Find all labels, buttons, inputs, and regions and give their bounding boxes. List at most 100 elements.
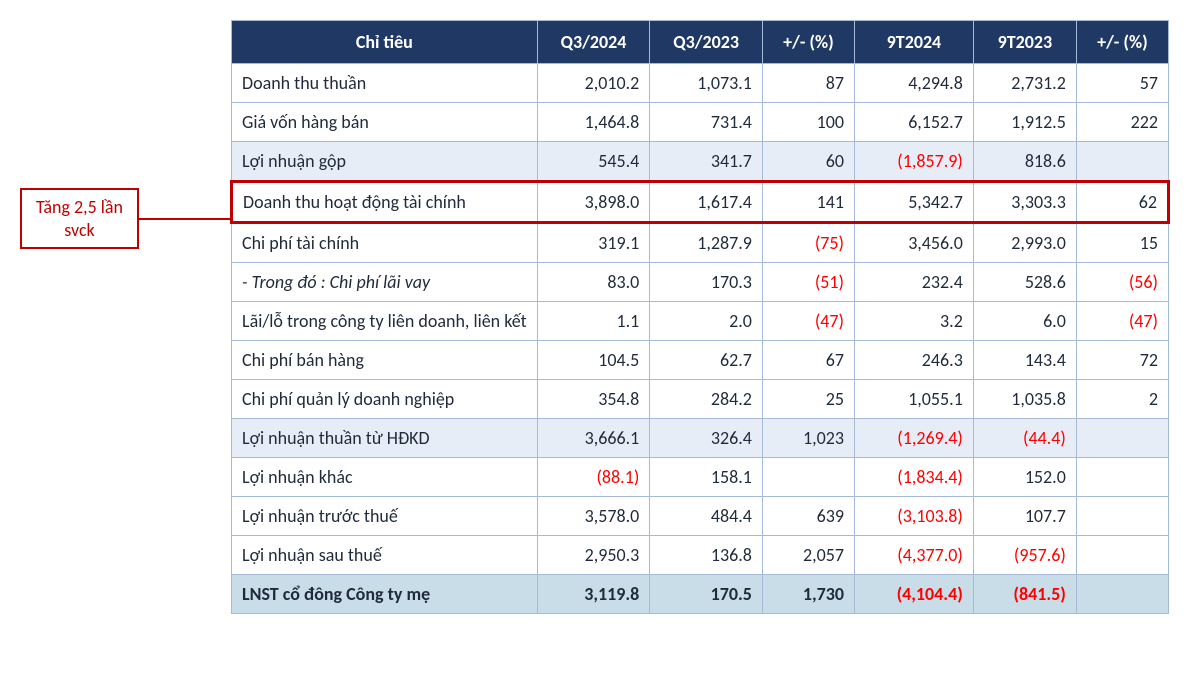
cell-value: 1,464.8 — [537, 103, 650, 142]
cell-value: 152.0 — [973, 458, 1076, 497]
header-pct-q: +/- (%) — [762, 21, 854, 64]
cell-value — [1076, 419, 1168, 458]
table-row: Lãi/lỗ trong công ty liên doanh, liên kế… — [232, 302, 1169, 341]
callout-container: Tăng 2,5 lần svck — [20, 188, 230, 249]
table-row: Doanh thu thuần2,010.21,073.1874,294.82,… — [232, 64, 1169, 103]
cell-value: 284.2 — [650, 380, 763, 419]
cell-label: Giá vốn hàng bán — [232, 103, 538, 142]
cell-value: (44.4) — [973, 419, 1076, 458]
cell-value: (56) — [1076, 263, 1168, 302]
cell-value: 2,950.3 — [537, 536, 650, 575]
cell-label: Lợi nhuận khác — [232, 458, 538, 497]
cell-value: 104.5 — [537, 341, 650, 380]
cell-value: (51) — [762, 263, 854, 302]
header-q3-2023: Q3/2023 — [650, 21, 763, 64]
cell-label: Lãi/lỗ trong công ty liên doanh, liên kế… — [232, 302, 538, 341]
cell-value: 319.1 — [537, 223, 650, 263]
cell-value — [1076, 575, 1168, 614]
cell-label: Chi phí quản lý doanh nghiệp — [232, 380, 538, 419]
cell-value: 1,023 — [762, 419, 854, 458]
cell-label: Lợi nhuận sau thuế — [232, 536, 538, 575]
cell-value: 62 — [1076, 182, 1168, 223]
header-q3-2024: Q3/2024 — [537, 21, 650, 64]
cell-value: 2,993.0 — [973, 223, 1076, 263]
cell-value: 3,119.8 — [537, 575, 650, 614]
cell-value: 1,730 — [762, 575, 854, 614]
cell-value: 484.4 — [650, 497, 763, 536]
table-body: Doanh thu thuần2,010.21,073.1874,294.82,… — [232, 64, 1169, 614]
cell-value: 3,303.3 — [973, 182, 1076, 223]
cell-value — [1076, 142, 1168, 182]
cell-label: Lợi nhuận trước thuế — [232, 497, 538, 536]
cell-value: (841.5) — [973, 575, 1076, 614]
cell-value: 4,294.8 — [855, 64, 974, 103]
cell-value: 87 — [762, 64, 854, 103]
cell-label: - Trong đó : Chi phí lãi vay — [232, 263, 538, 302]
table-row: Lợi nhuận trước thuế3,578.0484.4639(3,10… — [232, 497, 1169, 536]
cell-value: 62.7 — [650, 341, 763, 380]
cell-value: 158.1 — [650, 458, 763, 497]
callout-connector — [139, 218, 230, 220]
table-row: Doanh thu hoạt động tài chính3,898.01,61… — [232, 182, 1169, 223]
cell-value: 2 — [1076, 380, 1168, 419]
cell-value: 72 — [1076, 341, 1168, 380]
cell-value: 83.0 — [537, 263, 650, 302]
table-row: Chi phí quản lý doanh nghiệp354.8284.225… — [232, 380, 1169, 419]
cell-value: 3,578.0 — [537, 497, 650, 536]
cell-value: 246.3 — [855, 341, 974, 380]
cell-value: 6,152.7 — [855, 103, 974, 142]
cell-value: 100 — [762, 103, 854, 142]
callout-box: Tăng 2,5 lần svck — [20, 188, 139, 249]
cell-value: 2,057 — [762, 536, 854, 575]
financial-table: Chỉ tiêu Q3/2024 Q3/2023 +/- (%) 9T2024 … — [230, 20, 1170, 614]
cell-value: 67 — [762, 341, 854, 380]
cell-value: 1,287.9 — [650, 223, 763, 263]
cell-value — [1076, 458, 1168, 497]
cell-value: 3.2 — [855, 302, 974, 341]
cell-value: 222 — [1076, 103, 1168, 142]
cell-value: 136.8 — [650, 536, 763, 575]
cell-label: Lợi nhuận thuần từ HĐKD — [232, 419, 538, 458]
cell-value: 2,010.2 — [537, 64, 650, 103]
header-pct-y: +/- (%) — [1076, 21, 1168, 64]
cell-value: 2,731.2 — [973, 64, 1076, 103]
cell-label: Lợi nhuận gộp — [232, 142, 538, 182]
cell-value: (1,834.4) — [855, 458, 974, 497]
cell-value: (47) — [1076, 302, 1168, 341]
cell-value: (3,103.8) — [855, 497, 974, 536]
cell-value: 6.0 — [973, 302, 1076, 341]
callout-line1: Tăng 2,5 lần — [36, 196, 123, 219]
cell-value: 639 — [762, 497, 854, 536]
cell-value: (88.1) — [537, 458, 650, 497]
cell-value: 545.4 — [537, 142, 650, 182]
cell-value: 3,666.1 — [537, 419, 650, 458]
cell-value: 25 — [762, 380, 854, 419]
table-row: LNST cổ đông Công ty mẹ3,119.8170.51,730… — [232, 575, 1169, 614]
cell-value: 3,456.0 — [855, 223, 974, 263]
cell-value: 818.6 — [973, 142, 1076, 182]
cell-value: 731.4 — [650, 103, 763, 142]
callout-line2: svck — [36, 219, 123, 242]
table-row: Giá vốn hàng bán1,464.8731.41006,152.71,… — [232, 103, 1169, 142]
cell-value: 1.1 — [537, 302, 650, 341]
cell-label: Doanh thu thuần — [232, 64, 538, 103]
cell-value: 170.3 — [650, 263, 763, 302]
cell-value: (47) — [762, 302, 854, 341]
cell-value: 141 — [762, 182, 854, 223]
cell-value: (957.6) — [973, 536, 1076, 575]
cell-value — [1076, 536, 1168, 575]
cell-value: 232.4 — [855, 263, 974, 302]
cell-value: 57 — [1076, 64, 1168, 103]
cell-value: 60 — [762, 142, 854, 182]
cell-value: 107.7 — [973, 497, 1076, 536]
header-label: Chỉ tiêu — [232, 21, 538, 64]
cell-value: 3,898.0 — [537, 182, 650, 223]
table-row: Lợi nhuận sau thuế2,950.3136.82,057(4,37… — [232, 536, 1169, 575]
cell-value: (4,377.0) — [855, 536, 974, 575]
header-9t-2023: 9T2023 — [973, 21, 1076, 64]
cell-value — [762, 458, 854, 497]
cell-value: 341.7 — [650, 142, 763, 182]
cell-value: 354.8 — [537, 380, 650, 419]
table-row: Chi phí tài chính319.11,287.9(75)3,456.0… — [232, 223, 1169, 263]
cell-value: 528.6 — [973, 263, 1076, 302]
